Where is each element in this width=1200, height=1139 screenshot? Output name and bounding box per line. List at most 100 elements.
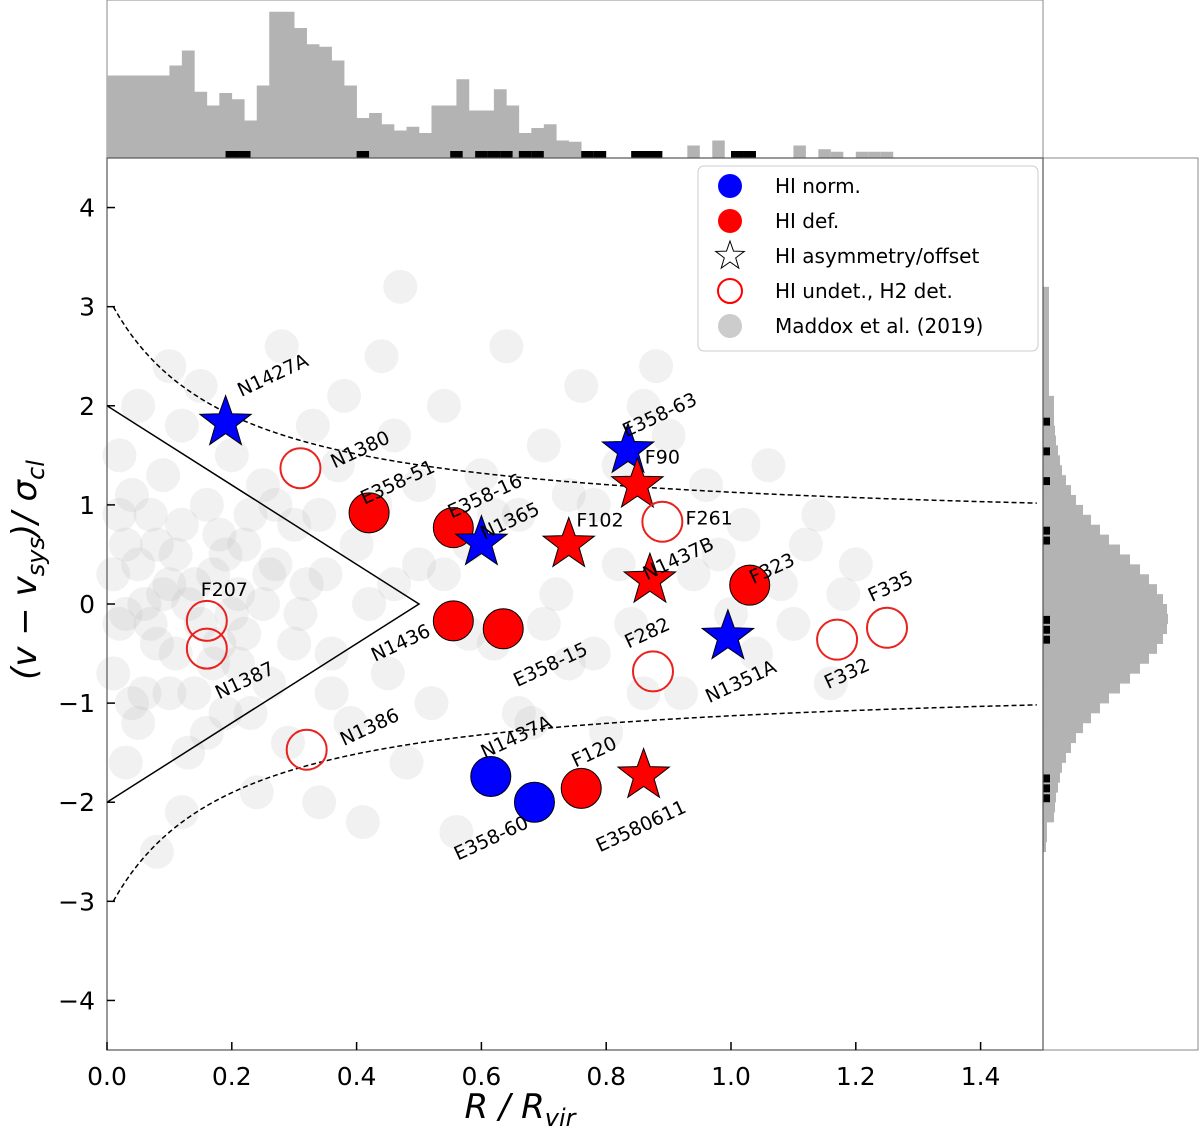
maddox-point bbox=[426, 557, 461, 592]
maddox-point bbox=[320, 448, 355, 483]
top-hist-bar bbox=[443, 105, 457, 158]
galaxy-marker bbox=[610, 456, 665, 509]
top-hist-bar bbox=[319, 46, 332, 158]
axes: 0.0 0.2 0.4 0.6 0.8 1.0 1.2 1.4 4 3 2 1 0 −1 −2 −3 −4 R /… bbox=[5, 157, 1044, 1132]
right-hist-bar bbox=[1043, 504, 1083, 516]
maddox-point bbox=[364, 339, 399, 374]
top-hist-bar bbox=[356, 118, 370, 158]
right-hist-bar bbox=[1043, 405, 1054, 416]
right-hist-bar bbox=[1043, 623, 1167, 635]
top-hist-bar bbox=[493, 89, 507, 158]
right-hist-bar bbox=[1043, 485, 1071, 496]
right-hist-bar bbox=[1043, 663, 1140, 674]
top-hist-sample-bar bbox=[450, 151, 463, 158]
maddox-point bbox=[189, 487, 224, 522]
maddox-point bbox=[826, 577, 861, 612]
right-hist-sample-bar bbox=[1043, 447, 1050, 456]
right-hist-bar bbox=[1043, 703, 1100, 714]
x-tick-label: 1.2 bbox=[836, 1062, 876, 1091]
maddox-point bbox=[283, 596, 318, 631]
top-hist-bar bbox=[712, 140, 725, 158]
maddox-point bbox=[651, 418, 686, 453]
maddox-background-points bbox=[96, 269, 873, 869]
top-hist-bar bbox=[868, 151, 881, 158]
maddox-point bbox=[476, 497, 511, 532]
top-hist-bar bbox=[531, 128, 545, 158]
maddox-point bbox=[96, 656, 131, 691]
maddox-point bbox=[221, 646, 256, 681]
maddox-point bbox=[714, 596, 748, 631]
maddox-point bbox=[246, 587, 280, 621]
right-hist-bar bbox=[1043, 395, 1054, 407]
maddox-point bbox=[464, 458, 499, 493]
galaxy-label: N1351A bbox=[702, 656, 780, 708]
maddox-point bbox=[164, 408, 199, 443]
right-hist-bar bbox=[1043, 831, 1047, 843]
maddox-point bbox=[377, 418, 412, 453]
right-hist-bar bbox=[1043, 494, 1076, 506]
maddox-point bbox=[202, 517, 237, 552]
top-hist-sample-bar bbox=[731, 151, 744, 158]
y-tick-label: −2 bbox=[58, 788, 95, 817]
right-hist-bar bbox=[1043, 752, 1066, 763]
top-hist-sample-bar bbox=[631, 151, 644, 158]
top-hist-bar bbox=[131, 75, 145, 158]
top-hist-bar bbox=[880, 151, 894, 158]
top-hist-bar bbox=[281, 11, 295, 158]
right-hist-bar bbox=[1043, 713, 1091, 724]
right-hist-bar bbox=[1043, 564, 1140, 575]
top-hist-bar bbox=[269, 11, 283, 158]
top-hist-bar bbox=[793, 145, 806, 158]
legend-marker bbox=[717, 278, 743, 304]
maddox-point bbox=[763, 567, 798, 602]
y-tick-label: 0 bbox=[79, 590, 95, 619]
right-hist-bar bbox=[1043, 762, 1062, 773]
right-hist-bar bbox=[1043, 673, 1130, 684]
maddox-point bbox=[214, 596, 249, 631]
right-hist-sample-bar bbox=[1043, 625, 1050, 634]
galaxy-marker bbox=[279, 447, 322, 490]
legend-label: HI asymmetry/offset bbox=[775, 244, 979, 268]
maddox-point bbox=[302, 497, 337, 532]
right-hist-bar bbox=[1043, 732, 1076, 744]
right-hist-bar bbox=[1043, 653, 1149, 664]
right-hist-sample-bar bbox=[1043, 536, 1050, 545]
maddox-point bbox=[801, 497, 836, 532]
right-hist-bar bbox=[1043, 356, 1049, 367]
galaxy-label: F261 bbox=[686, 508, 733, 530]
maddox-point bbox=[196, 557, 231, 592]
right-hist-bar bbox=[1043, 643, 1157, 654]
right-histogram bbox=[1042, 157, 1199, 1051]
top-hist-sample-bar bbox=[487, 151, 501, 158]
right-hist-sample-bar bbox=[1043, 794, 1050, 803]
top-hist-sample-bar bbox=[225, 151, 239, 158]
right-hist-bar bbox=[1043, 554, 1130, 565]
galaxy-marker bbox=[285, 728, 328, 771]
galaxy-marker bbox=[560, 767, 602, 809]
right-hist-bar bbox=[1043, 742, 1071, 753]
maddox-point bbox=[108, 745, 143, 780]
top-hist-sample-bar bbox=[593, 151, 607, 158]
legend: HI norm. HI def. HI asymmetry/offset HI und… bbox=[697, 165, 1039, 352]
maddox-point bbox=[177, 567, 212, 602]
legend-label: Maddox et al. (2019) bbox=[775, 314, 983, 338]
top-hist-bar bbox=[687, 145, 700, 158]
maddox-point bbox=[501, 696, 536, 731]
top-hist-bar bbox=[481, 110, 495, 158]
right-hist-bar bbox=[1043, 822, 1047, 833]
top-hist-bar bbox=[156, 75, 170, 158]
top-hist-sample-bar bbox=[743, 151, 756, 158]
galaxy-label: N1436 bbox=[368, 620, 434, 666]
maddox-point bbox=[576, 487, 611, 522]
y-tick-label: 2 bbox=[79, 392, 95, 421]
escape-triangle bbox=[106, 405, 421, 803]
y-tick-label: −1 bbox=[58, 689, 95, 718]
maddox-point bbox=[183, 368, 218, 403]
right-hist-bar bbox=[1043, 534, 1109, 545]
top-hist-sample-bar bbox=[581, 151, 594, 158]
galaxy-marker bbox=[541, 516, 596, 568]
top-hist-bar bbox=[506, 105, 520, 158]
legend-marker bbox=[714, 239, 746, 270]
maddox-point bbox=[227, 527, 262, 562]
